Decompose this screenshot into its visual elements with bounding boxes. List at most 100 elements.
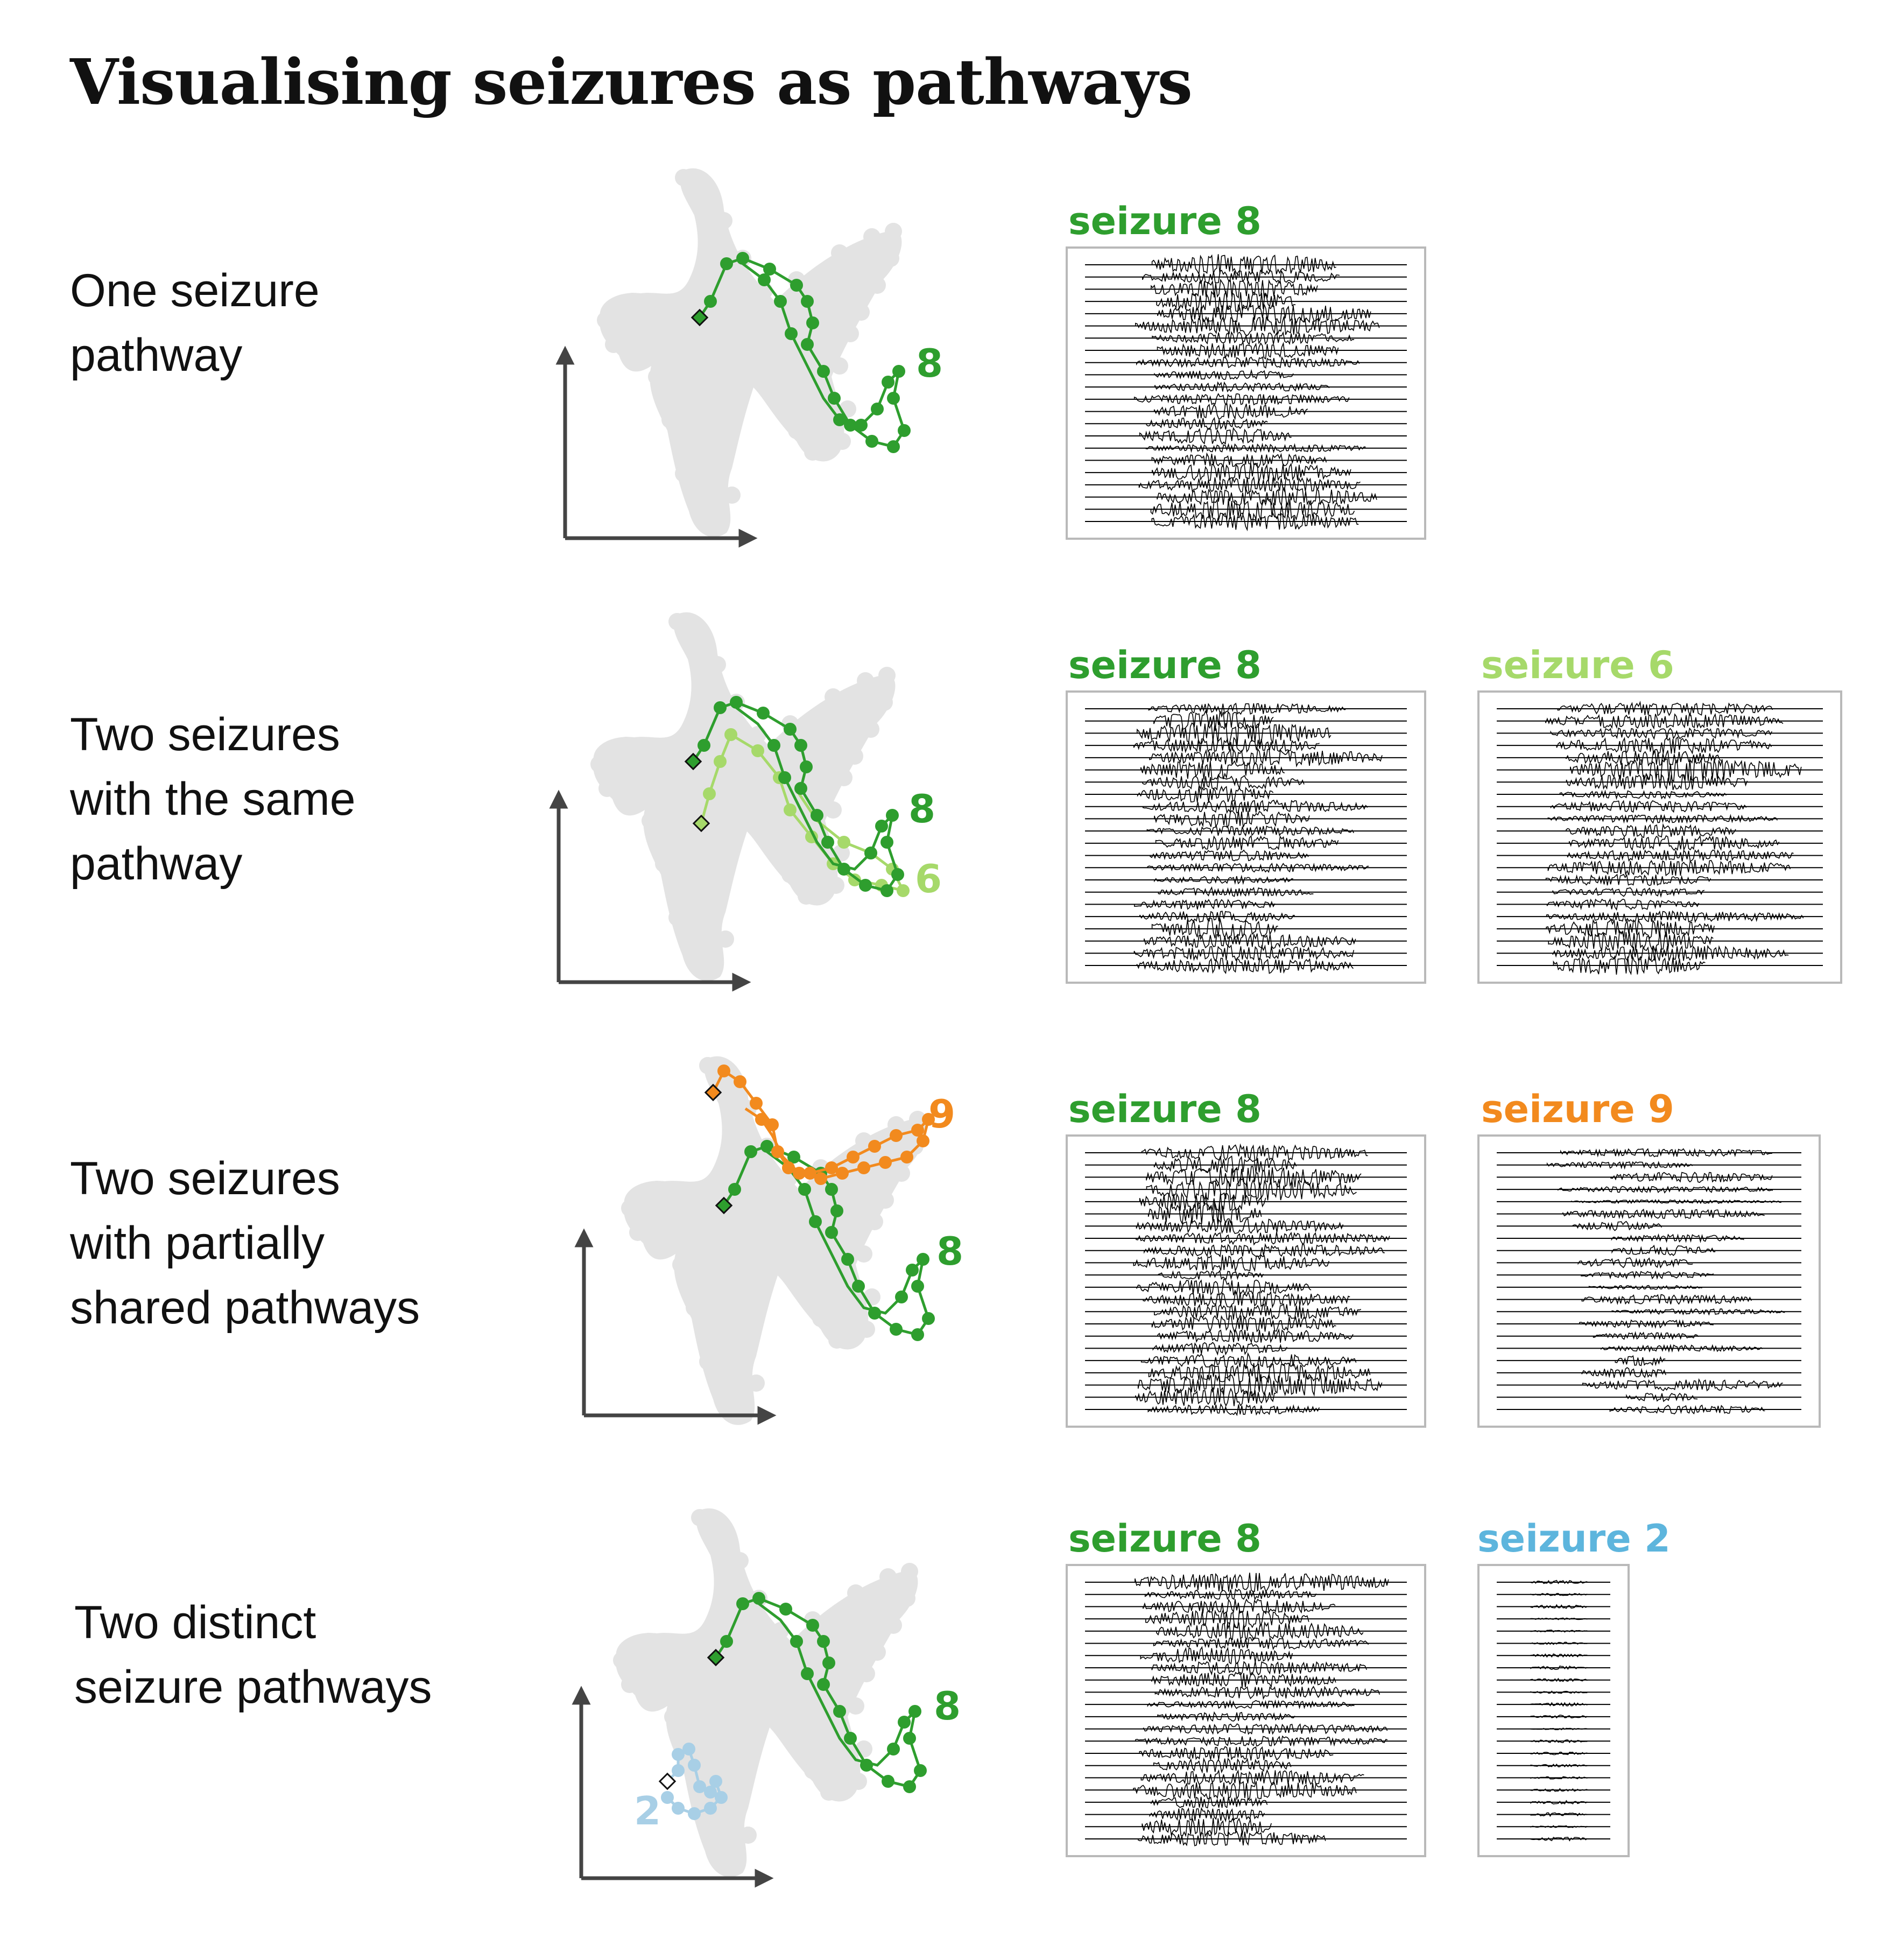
embedding-map-row-1: 8 xyxy=(555,168,943,548)
row-label-line: shared pathways xyxy=(70,1282,420,1334)
eeg-panel-seizure-2 xyxy=(1477,1564,1630,1857)
eeg-channel-burst xyxy=(1136,1231,1390,1246)
eeg-trace-icon xyxy=(1085,254,1407,532)
eeg-channel-burst xyxy=(1152,331,1355,346)
eeg-panel-seizure-9 xyxy=(1477,1134,1821,1428)
eeg-channel-burst xyxy=(1546,918,1715,939)
eeg-channel-burst xyxy=(1611,1233,1744,1243)
eeg-channel-burst xyxy=(1157,487,1377,507)
eeg-channel-burst xyxy=(1579,1319,1714,1329)
eeg-channel-burst xyxy=(1146,825,1355,837)
pathway-label-9: 9 xyxy=(928,1091,955,1137)
row-3-label: Two seizures with partially shared pathw… xyxy=(70,1146,420,1340)
eeg-trace-icon xyxy=(1497,701,1823,976)
eeg-channel-burst xyxy=(1134,899,1276,910)
eeg-channel-burst xyxy=(1153,403,1308,420)
eeg-channel-burst xyxy=(1560,1148,1772,1158)
eeg-channel-burst xyxy=(1146,417,1268,430)
eeg-channel-burst xyxy=(1153,1757,1292,1774)
eeg-channel-burst xyxy=(1154,369,1294,380)
pathway-label-8: 8 xyxy=(908,786,935,831)
eeg-channel-burst xyxy=(1601,1343,1763,1353)
eeg-panel-seizure-8 xyxy=(1066,246,1426,540)
eeg-channel-burst xyxy=(1546,910,1804,923)
start-diamond-icon xyxy=(658,1772,677,1790)
eeg-channel-burst xyxy=(1139,911,1295,923)
eeg-channel-burst xyxy=(1557,701,1773,717)
eeg-channel-burst xyxy=(1562,1208,1765,1219)
eeg-channel-burst xyxy=(1149,748,1383,768)
row-label-line: seizure pathways xyxy=(74,1661,432,1713)
eeg-channel-burst xyxy=(1153,710,1274,731)
pathway-label-8: 8 xyxy=(934,1683,961,1729)
eeg-channel-burst xyxy=(1530,1751,1588,1755)
eeg-channel-burst xyxy=(1144,1588,1317,1601)
row-label-line: One seizure xyxy=(70,265,320,316)
start-diamond-icon xyxy=(715,1196,733,1215)
eeg-channel-burst xyxy=(1530,1764,1588,1768)
eeg-channel-burst xyxy=(1135,1386,1276,1407)
eeg-channel-burst xyxy=(1626,1392,1698,1402)
pathway-label-6: 6 xyxy=(915,856,942,901)
eeg-channel-burst xyxy=(1615,1355,1666,1366)
eeg-channel-burst xyxy=(1133,737,1320,753)
eeg-channel-burst xyxy=(1151,1672,1336,1688)
eeg-channel-burst xyxy=(1142,269,1340,285)
eeg-trace-icon xyxy=(1085,1143,1407,1416)
panel-title-seizure-8: seizure 8 xyxy=(1068,1517,1262,1561)
eeg-channel-burst xyxy=(1552,887,1705,898)
panel-title-seizure-6: seizure 6 xyxy=(1481,643,1674,687)
eeg-channel-burst xyxy=(1140,1769,1364,1786)
eeg-channel-burst xyxy=(1138,476,1361,493)
eeg-channel-burst xyxy=(1157,340,1339,360)
eeg-channel-burst xyxy=(1530,1690,1588,1694)
eeg-panel-seizure-8 xyxy=(1066,1564,1426,1857)
eeg-channel-burst xyxy=(1582,1378,1783,1392)
eeg-channel-burst xyxy=(1144,933,1356,949)
eeg-channel-burst xyxy=(1530,1677,1588,1682)
eeg-channel-burst xyxy=(1151,918,1278,941)
eeg-channel-burst xyxy=(1139,1746,1334,1761)
eeg-channel-burst xyxy=(1140,760,1285,780)
eeg-channel-burst xyxy=(1530,1617,1588,1620)
eeg-channel-burst xyxy=(1151,452,1327,468)
eeg-channel-burst xyxy=(1593,1331,1699,1341)
eeg-channel-burst xyxy=(1136,957,1354,975)
eeg-channel-burst xyxy=(1552,944,1789,961)
eeg-channel-burst xyxy=(1154,1686,1380,1700)
eeg-trace-icon xyxy=(1497,1148,1801,1415)
eeg-channel-burst xyxy=(1150,497,1355,521)
eeg-channel-burst xyxy=(1158,1270,1264,1280)
eeg-channel-burst xyxy=(1150,1796,1268,1809)
eeg-channel-burst xyxy=(1553,955,1706,976)
eeg-channel-burst xyxy=(1530,1665,1588,1670)
panel-title-seizure-8: seizure 8 xyxy=(1068,643,1262,687)
eeg-channel-burst xyxy=(1147,1403,1320,1416)
row-label-line: with the same xyxy=(70,773,356,825)
eeg-trace-icon xyxy=(1085,702,1407,975)
eeg-channel-burst xyxy=(1530,1630,1588,1633)
eeg-channel-burst xyxy=(1155,835,1339,851)
eeg-channel-burst xyxy=(1567,849,1794,862)
eeg-trace-icon xyxy=(1085,1573,1407,1846)
eeg-channel-burst xyxy=(1548,929,1714,953)
eeg-channel-burst xyxy=(1545,713,1784,730)
eeg-panel-seizure-6 xyxy=(1477,690,1842,984)
eeg-channel-burst xyxy=(1550,727,1773,740)
eeg-channel-burst xyxy=(1135,1735,1388,1747)
pathway-9 xyxy=(704,1064,935,1185)
eeg-channel-burst xyxy=(1154,810,1310,829)
eeg-channel-burst xyxy=(1530,1812,1588,1817)
eeg-channel-burst xyxy=(1135,316,1380,336)
pathway-8 xyxy=(691,252,911,453)
eeg-channel-burst xyxy=(1581,1294,1752,1305)
row-label-line: Two distinct xyxy=(74,1597,316,1648)
eeg-channel-burst xyxy=(1143,1598,1336,1616)
eeg-channel-burst xyxy=(1530,1715,1588,1719)
eeg-channel-burst xyxy=(1572,1221,1663,1231)
eeg-channel-burst xyxy=(1146,1178,1357,1201)
eeg-channel-burst xyxy=(1143,1291,1350,1309)
start-diamond-icon xyxy=(692,814,710,833)
eeg-channel-burst xyxy=(1530,1837,1588,1842)
